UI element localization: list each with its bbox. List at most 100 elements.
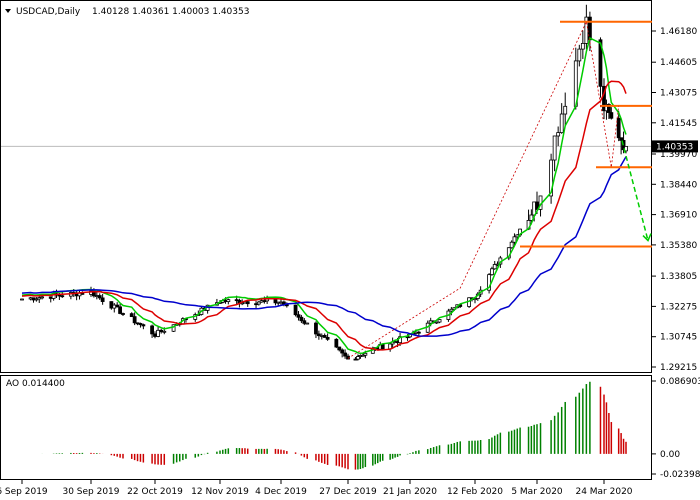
candle-body <box>449 308 454 312</box>
candle-body <box>97 295 102 299</box>
current-price-label: 1.40353 <box>656 142 693 152</box>
candle-body <box>159 329 164 333</box>
candle-body <box>305 322 310 325</box>
moving-averages-layer <box>21 37 627 355</box>
candle-body <box>162 330 167 333</box>
candle-body <box>129 313 134 318</box>
ao-panel-frame <box>0 375 652 480</box>
price-panel-frame <box>0 0 652 373</box>
candle-body <box>325 337 330 340</box>
ohlc-readout: 1.40128 1.40361 1.40003 1.40353 <box>92 7 249 17</box>
price-tick-label: 1.44605 <box>660 58 697 68</box>
candle-body <box>360 354 365 357</box>
ao-label: AO 0.014400 <box>6 379 65 389</box>
price-tick-label: 1.41545 <box>660 119 697 129</box>
price-tick-label: 1.29215 <box>660 363 697 373</box>
candle-body <box>437 319 442 323</box>
time-tick-label: 21 Jan 2020 <box>383 487 437 497</box>
candle-body <box>34 298 39 301</box>
forecast-arrow-head <box>642 233 652 242</box>
candle-body <box>296 314 301 318</box>
candle-body <box>226 299 231 302</box>
current-price-tag <box>652 140 698 153</box>
candle-body <box>549 159 554 197</box>
candle-body <box>40 296 45 299</box>
candle-body <box>245 301 250 305</box>
price-tick-label: 1.39970 <box>660 150 697 160</box>
time-tick-label: 4 Dec 2019 <box>255 487 307 497</box>
candle-body <box>334 338 339 348</box>
candle-body <box>265 298 270 302</box>
candle-body <box>20 298 24 301</box>
symbol-timeframe: USDCAD,Daily <box>16 7 81 17</box>
candle-body <box>353 358 358 361</box>
candle-body <box>115 304 120 308</box>
candle-body <box>256 301 261 305</box>
candle-body <box>60 295 65 298</box>
time-tick-label: 24 Mar 2020 <box>575 487 632 497</box>
time-tick-label: 22 Oct 2019 <box>127 487 183 497</box>
candle-body <box>609 112 614 119</box>
axis-layer: 1.46180 1.44605 1.43075 1.41545 1.39970 1.384… <box>0 27 700 497</box>
candle-body <box>492 264 497 270</box>
candle-body <box>556 132 561 137</box>
candle-body <box>414 331 418 334</box>
candle-body <box>598 39 603 87</box>
time-tick-label: 6 Sep 2019 <box>0 487 48 497</box>
time-tick-label: 12 Nov 2019 <box>191 487 249 497</box>
candle-body <box>302 320 307 324</box>
candle-body <box>434 321 439 324</box>
candle-body <box>121 313 125 315</box>
candle-body <box>138 323 143 326</box>
candle-body <box>322 335 327 338</box>
candle-body <box>316 333 321 337</box>
candle-body <box>380 344 385 350</box>
candle-body <box>559 113 564 134</box>
price-tick-label: 1.33805 <box>660 272 697 282</box>
candle-body <box>602 85 606 112</box>
price-tick-label: 1.38440 <box>660 180 697 190</box>
candle-body <box>490 268 494 276</box>
candle-body <box>619 137 624 141</box>
candle-body <box>416 331 421 334</box>
candle-body <box>171 324 176 332</box>
candle-body <box>512 236 517 243</box>
zigzag-line <box>347 20 620 359</box>
red-ma-line <box>21 80 627 351</box>
candle-body <box>337 346 342 351</box>
time-tick-label: 5 Mar 2020 <box>511 487 563 497</box>
candle-body <box>552 135 557 161</box>
ao-tick-label: 0.086903 <box>660 377 700 387</box>
ao-tick-label: -0.023985 <box>660 470 700 480</box>
candle-body <box>100 297 105 302</box>
candle-body <box>132 316 137 324</box>
candle-body <box>356 356 360 360</box>
candle-body <box>509 241 514 249</box>
candle-body <box>363 352 368 356</box>
candle-body <box>299 316 304 322</box>
candle-body <box>563 105 568 115</box>
symbol-dropdown-icon[interactable] <box>5 9 11 13</box>
candle-body <box>293 304 298 316</box>
candle-body <box>535 201 539 210</box>
price-tick-label: 1.36910 <box>660 211 697 221</box>
candle-body <box>580 42 585 50</box>
candle-body <box>284 304 289 307</box>
price-tick-label: 1.30745 <box>660 333 697 343</box>
candle-body <box>156 329 160 337</box>
price-tick-label: 1.43075 <box>660 88 697 98</box>
green-ma-line <box>21 37 627 355</box>
candle-body <box>314 322 318 335</box>
candle-body <box>587 16 592 41</box>
price-tick-label: 1.32275 <box>660 302 697 312</box>
candle-body <box>577 48 582 62</box>
candle-body <box>150 325 154 335</box>
candle-body <box>616 117 621 139</box>
price-tick-label: 1.35380 <box>660 241 697 251</box>
candle-body <box>118 306 122 314</box>
ao-tick-label: 0.00 <box>660 450 680 460</box>
time-tick-label: 27 Dec 2019 <box>319 487 377 497</box>
candle-body <box>584 16 589 44</box>
